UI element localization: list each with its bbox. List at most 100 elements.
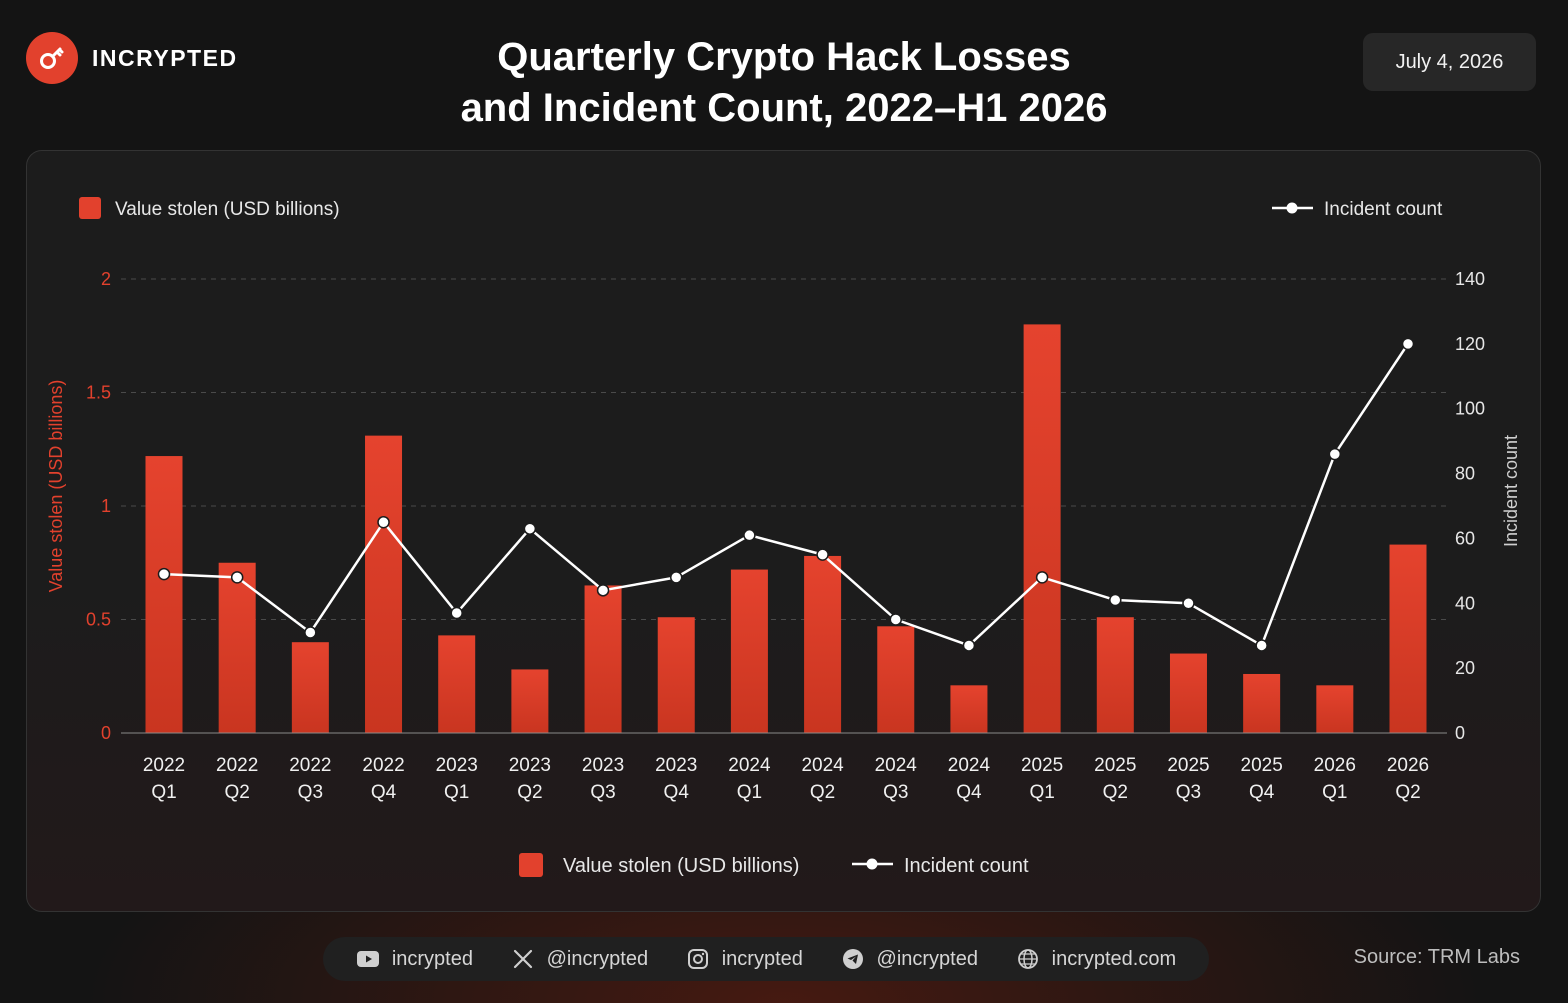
key-logo-icon bbox=[26, 32, 78, 84]
x-label-year: 2025 bbox=[1021, 755, 1063, 776]
x-label-year: 2026 bbox=[1314, 755, 1356, 776]
incident-point bbox=[669, 571, 683, 584]
x-label-quarter: Q3 bbox=[1176, 782, 1201, 803]
right-axis-title: Incident count bbox=[1501, 435, 1521, 547]
x-label-quarter: Q4 bbox=[956, 782, 982, 803]
right-tick-label: 20 bbox=[1455, 658, 1475, 678]
x-label-year: 2025 bbox=[1241, 755, 1283, 776]
x-label-year: 2024 bbox=[948, 755, 991, 776]
date-badge: July 4, 2026 bbox=[1363, 33, 1536, 91]
legend-bottom-line-label: Incident count bbox=[904, 855, 1029, 877]
brand: INCRYPTED bbox=[26, 32, 238, 84]
x-label-year: 2023 bbox=[509, 755, 551, 776]
legend-top-bar-label: Value stolen (USD billions) bbox=[115, 199, 340, 220]
left-tick-label: 0 bbox=[101, 723, 111, 743]
x-label-quarter: Q2 bbox=[810, 782, 835, 803]
x-label-year: 2022 bbox=[143, 755, 185, 776]
incident-point bbox=[450, 606, 463, 620]
social-instagram[interactable]: incrypted bbox=[686, 947, 803, 971]
x-label-year: 2024 bbox=[875, 755, 918, 776]
incident-count-line bbox=[163, 343, 1410, 647]
bar bbox=[584, 585, 622, 733]
bar bbox=[365, 435, 403, 733]
bar bbox=[804, 555, 842, 733]
incident-point bbox=[816, 548, 829, 561]
bar bbox=[218, 562, 256, 733]
legend-top-line-label: Incident count bbox=[1324, 199, 1443, 220]
x-label-quarter: Q1 bbox=[1322, 782, 1347, 803]
left-tick-label: 0.5 bbox=[86, 610, 111, 630]
x-label-quarter: Q2 bbox=[224, 782, 249, 803]
bar bbox=[1169, 653, 1207, 733]
youtube-icon bbox=[356, 947, 380, 971]
x-label-quarter: Q2 bbox=[1395, 782, 1420, 803]
brand-name: INCRYPTED bbox=[92, 44, 238, 71]
incident-point bbox=[1255, 639, 1268, 652]
incident-point bbox=[1182, 597, 1195, 610]
x-label-year: 2024 bbox=[728, 755, 771, 776]
x-label-quarter: Q1 bbox=[737, 782, 762, 803]
x-label-quarter: Q1 bbox=[444, 782, 469, 803]
incident-point bbox=[596, 584, 610, 597]
bar bbox=[291, 642, 329, 733]
legend-bottom-bar-swatch bbox=[519, 853, 543, 877]
source-note: Source: TRM Labs bbox=[1353, 946, 1520, 968]
x-label-quarter: Q1 bbox=[151, 782, 176, 803]
incident-point bbox=[1328, 447, 1342, 461]
page-title: Quarterly Crypto Hack Losses and Inciden… bbox=[384, 32, 1184, 134]
social-website[interactable]: incrypted.com bbox=[1016, 947, 1177, 971]
bar bbox=[438, 635, 476, 733]
x-label-quarter: Q4 bbox=[371, 782, 397, 803]
x-label-quarter: Q1 bbox=[1029, 782, 1054, 803]
legend-top-bar-swatch bbox=[79, 197, 101, 219]
combo-chart: 0 0.5 1 1.5 2 0 20 40 60 80 100 120 140 2022 Q1 2022 Q… bbox=[46, 197, 1521, 877]
incident-point bbox=[230, 571, 244, 584]
right-tick-label: 120 bbox=[1455, 334, 1485, 354]
incident-point bbox=[157, 567, 171, 581]
x-label-year: 2022 bbox=[216, 755, 258, 776]
bar bbox=[730, 569, 768, 733]
bar bbox=[877, 626, 915, 733]
x-label-quarter: Q2 bbox=[1103, 782, 1128, 803]
right-tick-label: 0 bbox=[1455, 723, 1465, 743]
right-axis-ticks: 0 20 40 60 80 100 120 140 bbox=[1455, 269, 1485, 743]
social-instagram-label: incrypted bbox=[721, 947, 803, 970]
title-line-2: and Incident Count, 2022–H1 2026 bbox=[460, 86, 1108, 130]
x-axis-labels: 2022 Q1 2022 Q2 2022 Q3 2022 Q4 2023 Q1 2023 Q2 2023… bbox=[143, 755, 1429, 803]
left-tick-label: 1 bbox=[101, 496, 111, 516]
x-label-year: 2025 bbox=[1167, 755, 1209, 776]
bar bbox=[950, 685, 988, 733]
left-tick-label: 2 bbox=[101, 269, 111, 289]
right-tick-label: 40 bbox=[1455, 593, 1475, 613]
social-telegram[interactable]: @incrypted bbox=[841, 947, 978, 971]
x-label-year: 2024 bbox=[801, 755, 844, 776]
gridlines bbox=[121, 278, 1447, 620]
incident-point bbox=[889, 613, 903, 626]
bar bbox=[1243, 673, 1281, 733]
incident-point bbox=[1401, 337, 1415, 351]
x-label-year: 2026 bbox=[1387, 755, 1429, 776]
x-label-quarter: Q3 bbox=[590, 782, 615, 803]
left-tick-label: 1.5 bbox=[86, 383, 111, 403]
title-line-1: Quarterly Crypto Hack Losses bbox=[497, 35, 1071, 79]
right-tick-label: 100 bbox=[1455, 399, 1485, 419]
social-x-label: @incrypted bbox=[546, 947, 649, 970]
social-x[interactable]: @incrypted bbox=[511, 947, 648, 971]
incident-point bbox=[743, 528, 756, 542]
incident-point bbox=[1035, 571, 1049, 584]
legend-bottom-bar-label: Value stolen (USD billions) bbox=[563, 855, 799, 877]
telegram-icon bbox=[841, 947, 865, 971]
x-label-year: 2023 bbox=[655, 755, 697, 776]
incident-point bbox=[377, 515, 390, 529]
x-label-quarter: Q4 bbox=[1249, 782, 1275, 803]
left-axis-ticks: 0 0.5 1 1.5 2 bbox=[86, 269, 111, 743]
bars bbox=[145, 324, 1427, 733]
instagram-icon bbox=[686, 947, 710, 971]
left-axis-title: Value stolen (USD billions) bbox=[46, 380, 66, 593]
social-links-bar: incrypted @incrypted incrypted @incrypte… bbox=[323, 937, 1209, 981]
x-label-year: 2025 bbox=[1094, 755, 1136, 776]
social-website-label: incrypted.com bbox=[1051, 947, 1177, 970]
social-youtube[interactable]: incrypted bbox=[356, 947, 473, 971]
x-label-year: 2023 bbox=[582, 755, 624, 776]
social-telegram-label: @incrypted bbox=[876, 947, 978, 970]
